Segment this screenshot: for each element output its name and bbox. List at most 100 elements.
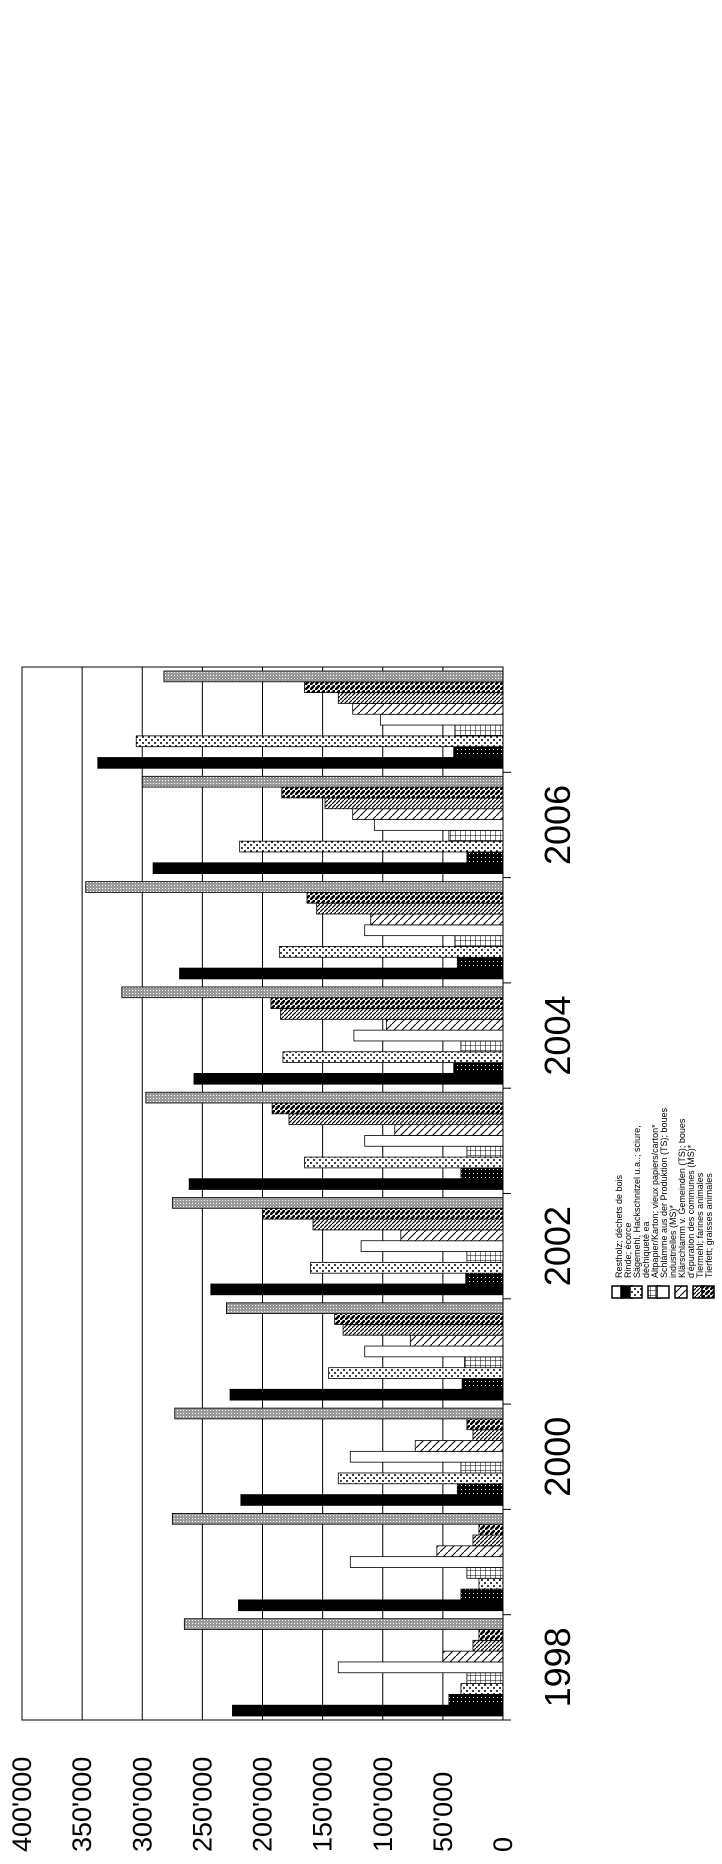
value-tick-label: 350'000 <box>67 1757 97 1852</box>
legend-label: Schlämme aus der Produktion (TS); boues <box>659 1107 669 1278</box>
bar <box>141 775 504 788</box>
legend-label: Altpapier/Karton; vieux papiers/carton* <box>650 1124 660 1278</box>
bar <box>349 1450 504 1463</box>
bar <box>324 797 504 810</box>
bar <box>414 1440 504 1452</box>
legend-entry: Tierfett; graisses animales <box>701 1173 715 1299</box>
bar <box>210 1283 504 1296</box>
bar <box>349 1556 504 1568</box>
bar <box>360 1240 504 1252</box>
bar <box>460 1683 504 1695</box>
value-tick-label: 150'000 <box>308 1757 338 1852</box>
bar <box>385 1018 504 1031</box>
bar <box>460 1040 504 1053</box>
legend-label: Restholz; déchets de bois <box>614 1174 624 1278</box>
bar <box>282 1051 504 1063</box>
bar <box>183 1618 504 1630</box>
bar <box>400 1229 504 1242</box>
legend-label: déchiqueté ea <box>641 1221 651 1278</box>
legend-swatch <box>701 1285 715 1299</box>
bar <box>352 808 504 820</box>
bar <box>453 1062 504 1074</box>
value-tick-label: 50'000 <box>428 1772 458 1852</box>
bar <box>478 1523 504 1536</box>
bar <box>304 1156 504 1169</box>
bar <box>466 1418 504 1431</box>
legend-swatch <box>629 1285 643 1299</box>
bar <box>453 746 504 758</box>
bar <box>466 1251 504 1263</box>
bar <box>232 1704 504 1717</box>
bar <box>464 1356 504 1369</box>
bar <box>163 670 504 683</box>
legend-entry: Schlämme aus der Produktion (TS); boues i… <box>656 1107 678 1299</box>
bar <box>271 1102 504 1115</box>
bar <box>334 1313 504 1325</box>
bar <box>152 862 504 874</box>
legend-label: d'épuration des communes (MS)* <box>686 1144 696 1278</box>
bar <box>478 1577 504 1590</box>
bar <box>436 1545 504 1558</box>
bar <box>478 1629 504 1641</box>
bar <box>460 1461 504 1474</box>
bar <box>337 1661 504 1674</box>
legend-entry: Klärschlamm v. Gemeinden (TS); boues d'ép… <box>674 1118 696 1299</box>
category-tick-label: 2004 <box>537 996 578 1076</box>
bar <box>316 902 504 915</box>
bar <box>364 1135 504 1147</box>
value-tick-labels: 0 50'000 100'000 150'000 200'000 250'000 300'0… <box>7 1757 518 1852</box>
legend-label: Tiermehl; farines animales <box>695 1172 705 1278</box>
value-tick-label: 300'000 <box>127 1757 157 1852</box>
value-tick-label: 200'000 <box>248 1757 278 1852</box>
bar <box>465 1272 504 1285</box>
bar <box>456 956 504 969</box>
value-tick-label: 0 <box>488 1837 518 1852</box>
category-tick-label: 2000 <box>537 1417 578 1497</box>
bar <box>278 946 504 958</box>
bar <box>460 1167 504 1180</box>
legend-label: Klärschlamm v. Gemeinden (TS); boues <box>677 1118 687 1278</box>
bar <box>188 1178 504 1190</box>
bar <box>337 692 504 704</box>
bar <box>461 1378 504 1390</box>
bar <box>270 997 504 1009</box>
bar <box>460 1588 504 1601</box>
bar <box>472 1639 504 1652</box>
value-tick-label: 100'000 <box>368 1757 398 1852</box>
bar <box>472 1534 504 1547</box>
bar <box>262 1207 504 1220</box>
bar <box>352 703 504 715</box>
bar <box>456 1483 504 1495</box>
bar <box>121 986 504 999</box>
value-tick-label: 400'000 <box>7 1757 37 1852</box>
category-tick-labels: 1998 2000 2002 2004 2006 <box>537 785 578 1707</box>
bar <box>171 1197 504 1209</box>
bar <box>442 1650 504 1663</box>
legend-label: Rinde; écorce <box>623 1222 633 1278</box>
bar <box>466 851 504 864</box>
legend: Restholz; déchets de bois Rinde; écorce Sä… <box>611 1107 715 1299</box>
bar <box>280 1008 504 1020</box>
bar <box>306 892 504 904</box>
bars <box>85 670 504 1717</box>
legend-entry: Sägemehl, Hackschnitzel u.a..; sciure, dé… <box>629 1125 651 1299</box>
bar <box>370 913 504 926</box>
bar <box>454 935 504 947</box>
legend-label: Tierfett; graisses animales <box>704 1173 714 1278</box>
bar <box>239 840 504 853</box>
bar <box>394 1124 504 1136</box>
category-tick-label: 2006 <box>537 785 578 865</box>
category-tick-label: 2002 <box>537 1206 578 1286</box>
bar <box>466 1145 504 1158</box>
bar <box>229 1388 504 1401</box>
bar <box>238 1599 504 1612</box>
bar <box>193 1072 504 1085</box>
bar <box>466 1672 504 1684</box>
bar <box>410 1334 504 1347</box>
bar <box>472 1429 504 1441</box>
legend-swatch <box>674 1285 688 1299</box>
axes <box>21 666 511 1721</box>
bar <box>288 1113 504 1126</box>
bar <box>174 1407 504 1420</box>
